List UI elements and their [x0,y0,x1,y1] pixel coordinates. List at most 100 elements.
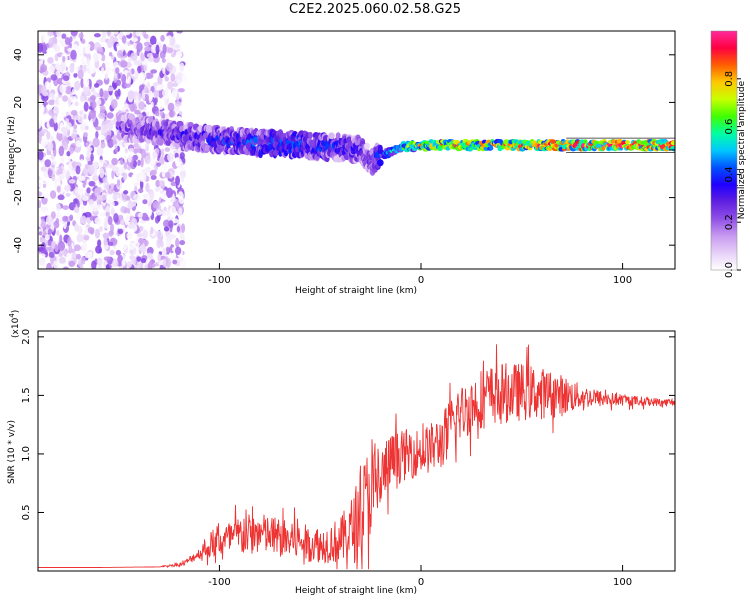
heatmap-cell [60,126,69,133]
heatmap-cell [167,152,174,162]
heatmap-cell [141,212,148,221]
heatmap-cell [40,128,49,134]
heatmap-cell [99,88,104,98]
heatmap-cell [68,139,73,145]
heatmap-cell [38,79,41,85]
heatmap-cell [56,185,61,193]
heatmap-cell [45,246,51,251]
heatmap-cell [181,233,185,242]
heatmap-cell [155,121,160,129]
heatmap-cell [45,215,53,226]
heatmap-cell [44,81,50,89]
heatmap-cell [157,138,164,146]
heatmap-cell [169,36,176,47]
heatmap-cell [179,240,186,246]
heatmap-cell [136,42,143,52]
heatmap-cell [123,201,127,207]
heatmap-cell [308,131,313,139]
heatmap-cell [173,43,180,51]
heatmap-cell [166,188,172,199]
heatmap-cell [180,165,185,172]
heatmap-cell [328,132,335,140]
heatmap-cell [127,90,135,100]
heatmap-cell [122,172,128,181]
heatmap-cell [170,53,176,58]
heatmap-cell [109,36,115,41]
heatmap-cell [116,79,122,86]
spectrogram-y-axis-title: Frequency (Hz) [7,116,17,184]
heatmap-cell [161,58,166,63]
heatmap-cell [171,224,179,236]
heatmap-cell [161,170,166,178]
heatmap-cell [58,145,65,157]
heatmap-cell [137,212,143,218]
heatmap-cell [113,124,117,130]
snr-x-axis-title: Height of straight line (km) [295,586,417,596]
heatmap-cell [38,119,42,130]
heatmap-cell [58,173,65,180]
heatmap-cell [48,37,54,49]
heatmap-cell [335,132,341,140]
heatmap-cell [75,253,81,260]
heatmap-cell [139,72,147,80]
snr-y-tick-label: 1.5 [21,387,32,403]
heatmap-cell [123,190,129,195]
heatmap-cell [168,220,174,229]
heatmap-cell [103,180,110,191]
heatmap-cell [174,246,182,256]
heatmap-cell [95,245,102,254]
heatmap-cell [86,31,92,37]
heatmap-cell [108,51,113,57]
heatmap-cell [38,257,46,266]
snr-ticks: -100 0 100 0.5 1.0 1.5 2.0 [21,329,675,588]
heatmap-cell [62,205,69,211]
heatmap-cell [126,195,131,201]
heatmap-cell [181,175,185,183]
spectrogram-heatmap [38,31,675,269]
heatmap-cell [74,80,81,91]
heatmap-cell [129,103,136,112]
heatmap-cell [141,148,147,159]
heatmap-cell [204,144,211,152]
heatmap-cell [155,44,160,55]
heatmap-cell [73,244,81,252]
heatmap-cell [175,50,182,59]
heatmap-cell [113,213,119,223]
heatmap-cell [80,78,84,89]
heatmap-cell [206,124,213,132]
heatmap-cell [127,202,134,209]
heatmap-cell [83,113,87,120]
heatmap-cell [137,159,141,167]
heatmap-cell [157,253,162,263]
heatmap-cell [437,146,443,151]
heatmap-cell [146,81,151,89]
heatmap-cell [68,260,76,267]
heatmap-cell [141,246,147,253]
snr-y-tick-label: 1.0 [21,446,32,462]
heatmap-cell [133,148,139,154]
heatmap-cell [74,101,79,107]
heatmap-cell [57,241,66,252]
heatmap-cell [148,261,153,269]
heatmap-cell [66,150,71,157]
heatmap-cell [670,140,675,146]
heatmap-cell [63,108,67,118]
heatmap-cell [124,103,129,110]
heatmap-cell [132,160,138,168]
colorbar: 0.0 0.2 0.4 0.6 0.8 Normalized spectral ampl… [710,30,747,278]
heatmap-cell [121,35,127,44]
heatmap-cell [162,258,167,268]
heatmap-cell [88,198,95,205]
snr-y-tick-label: 2.0 [21,329,32,345]
heatmap-cell [178,207,183,217]
heatmap-cell [176,225,181,233]
heatmap-cell [55,139,60,145]
colorbar-ticks: 0.0 0.2 0.4 0.6 0.8 [724,71,741,278]
heatmap-cell [50,211,56,220]
heatmap-cell [42,183,47,189]
heatmap-cell [83,77,90,88]
heatmap-cell [99,105,106,113]
heatmap-cell [157,238,163,246]
heatmap-cell [139,173,147,182]
heatmap-cell [90,153,94,162]
